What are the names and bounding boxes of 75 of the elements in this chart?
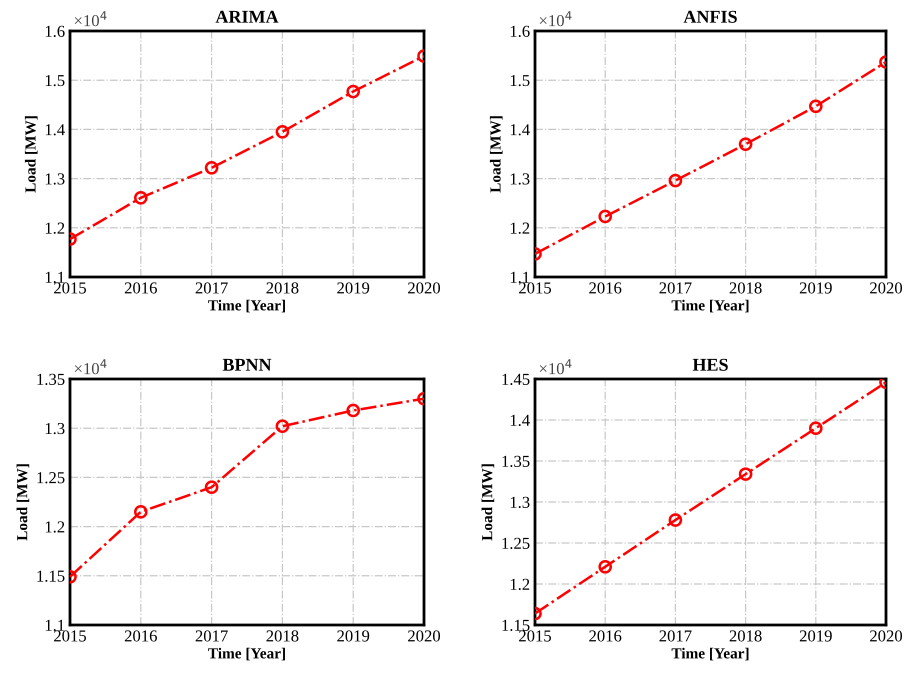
x-axis-title: Time [Year] <box>208 300 285 312</box>
x-tick-label: 2018 <box>730 282 762 294</box>
x-tick-label: 2015 <box>519 630 552 642</box>
x-tick-label: 2017 <box>196 630 228 642</box>
x-tick-label: 2018 <box>266 630 298 642</box>
x-tick-label: 2019 <box>800 282 832 294</box>
text: ×10$^{4}$ <box>74 11 107 26</box>
x-tick-label: 2016 <box>124 630 157 642</box>
x-tick-label: 2018 <box>730 630 762 642</box>
point <box>598 560 612 574</box>
y-tick-label: 1.6 <box>46 26 65 38</box>
y-tick-label: 1.2 <box>510 578 530 590</box>
y-tick-label: 1.45 <box>502 374 530 386</box>
x-tick-label: 2017 <box>196 282 228 294</box>
x-tick-label: 2019 <box>337 630 370 642</box>
y-axis-title: Load [MW] <box>16 464 30 541</box>
text: ×10$^{4}$ <box>540 359 572 374</box>
x-tick-label: 2017 <box>659 630 692 642</box>
y-tick-label: 1.1 <box>510 272 530 284</box>
x-tick-label: 2020 <box>870 630 902 642</box>
y-axis-title: Load [MW] <box>490 116 503 193</box>
x-tick-label: 2020 <box>408 630 440 642</box>
x-axis-title: Time [Year] <box>672 648 748 660</box>
point <box>276 125 290 139</box>
y-tick-label: 1.25 <box>37 472 64 484</box>
x-tick-label: 2016 <box>589 282 622 294</box>
y-tick-label: 1.3 <box>46 422 64 434</box>
x-tick-label: 2020 <box>408 282 440 294</box>
x-tick-label: 2017 <box>659 282 692 294</box>
y-axis-title: Load [MW] <box>24 116 38 193</box>
point <box>668 513 682 527</box>
point <box>668 174 682 188</box>
y-tick-label: 1.6 <box>510 26 530 38</box>
y-tick-label: 1.1 <box>46 272 64 284</box>
y-tick-label: 1.4 <box>510 124 530 136</box>
y-tick-label: 1.2 <box>46 222 64 234</box>
text: ×10$^{4}$ <box>540 11 572 26</box>
x-axis-title: Time [Year] <box>208 648 285 660</box>
y-tick-label: 1.2 <box>510 222 530 234</box>
y-tick-label: 1.3 <box>510 173 530 185</box>
x-tick-label: 2019 <box>800 630 832 642</box>
y-tick-label: 1.3 <box>510 496 530 508</box>
chart-title: HES <box>692 358 728 371</box>
y-tick-label: 1.5 <box>46 74 64 86</box>
chart-title: ARIMA <box>216 10 278 23</box>
y-tick-label: 1.2 <box>46 521 64 533</box>
y-tick-label: 1.4 <box>510 414 530 426</box>
y-axis-title: Load [MW] <box>482 464 494 541</box>
y-tick-label: 1.5 <box>510 74 530 86</box>
point <box>738 137 752 151</box>
y-tick-label: 1.35 <box>37 374 64 386</box>
point <box>738 467 752 481</box>
x-axis-title: Time [Year] <box>672 300 748 312</box>
x-tick-label: 2018 <box>266 282 298 294</box>
x-tick-label: 2015 <box>54 630 86 642</box>
chart-title: ANFIS <box>684 10 737 23</box>
x-tick-label: 2019 <box>337 282 370 294</box>
y-tick-label: 1.1 <box>46 620 64 632</box>
y-tick-label: 1.4 <box>46 124 65 136</box>
point <box>204 480 218 494</box>
point <box>808 421 823 436</box>
x-tick-label: 2015 <box>519 282 552 294</box>
y-tick-label: 1.35 <box>502 456 530 468</box>
x-tick-label: 2020 <box>870 282 902 294</box>
y-tick-label: 1.3 <box>46 173 64 185</box>
text: ×10$^{4}$ <box>74 359 107 374</box>
y-tick-label: 1.25 <box>502 538 530 550</box>
point <box>276 419 290 434</box>
x-tick-label: 2015 <box>54 282 86 294</box>
x-tick-label: 2016 <box>124 282 157 294</box>
chart-title: BPNN <box>222 358 272 371</box>
point <box>204 160 218 175</box>
y-tick-label: 1.15 <box>37 570 64 582</box>
y-tick-label: 1.15 <box>502 620 530 632</box>
x-tick-label: 2016 <box>589 630 622 642</box>
